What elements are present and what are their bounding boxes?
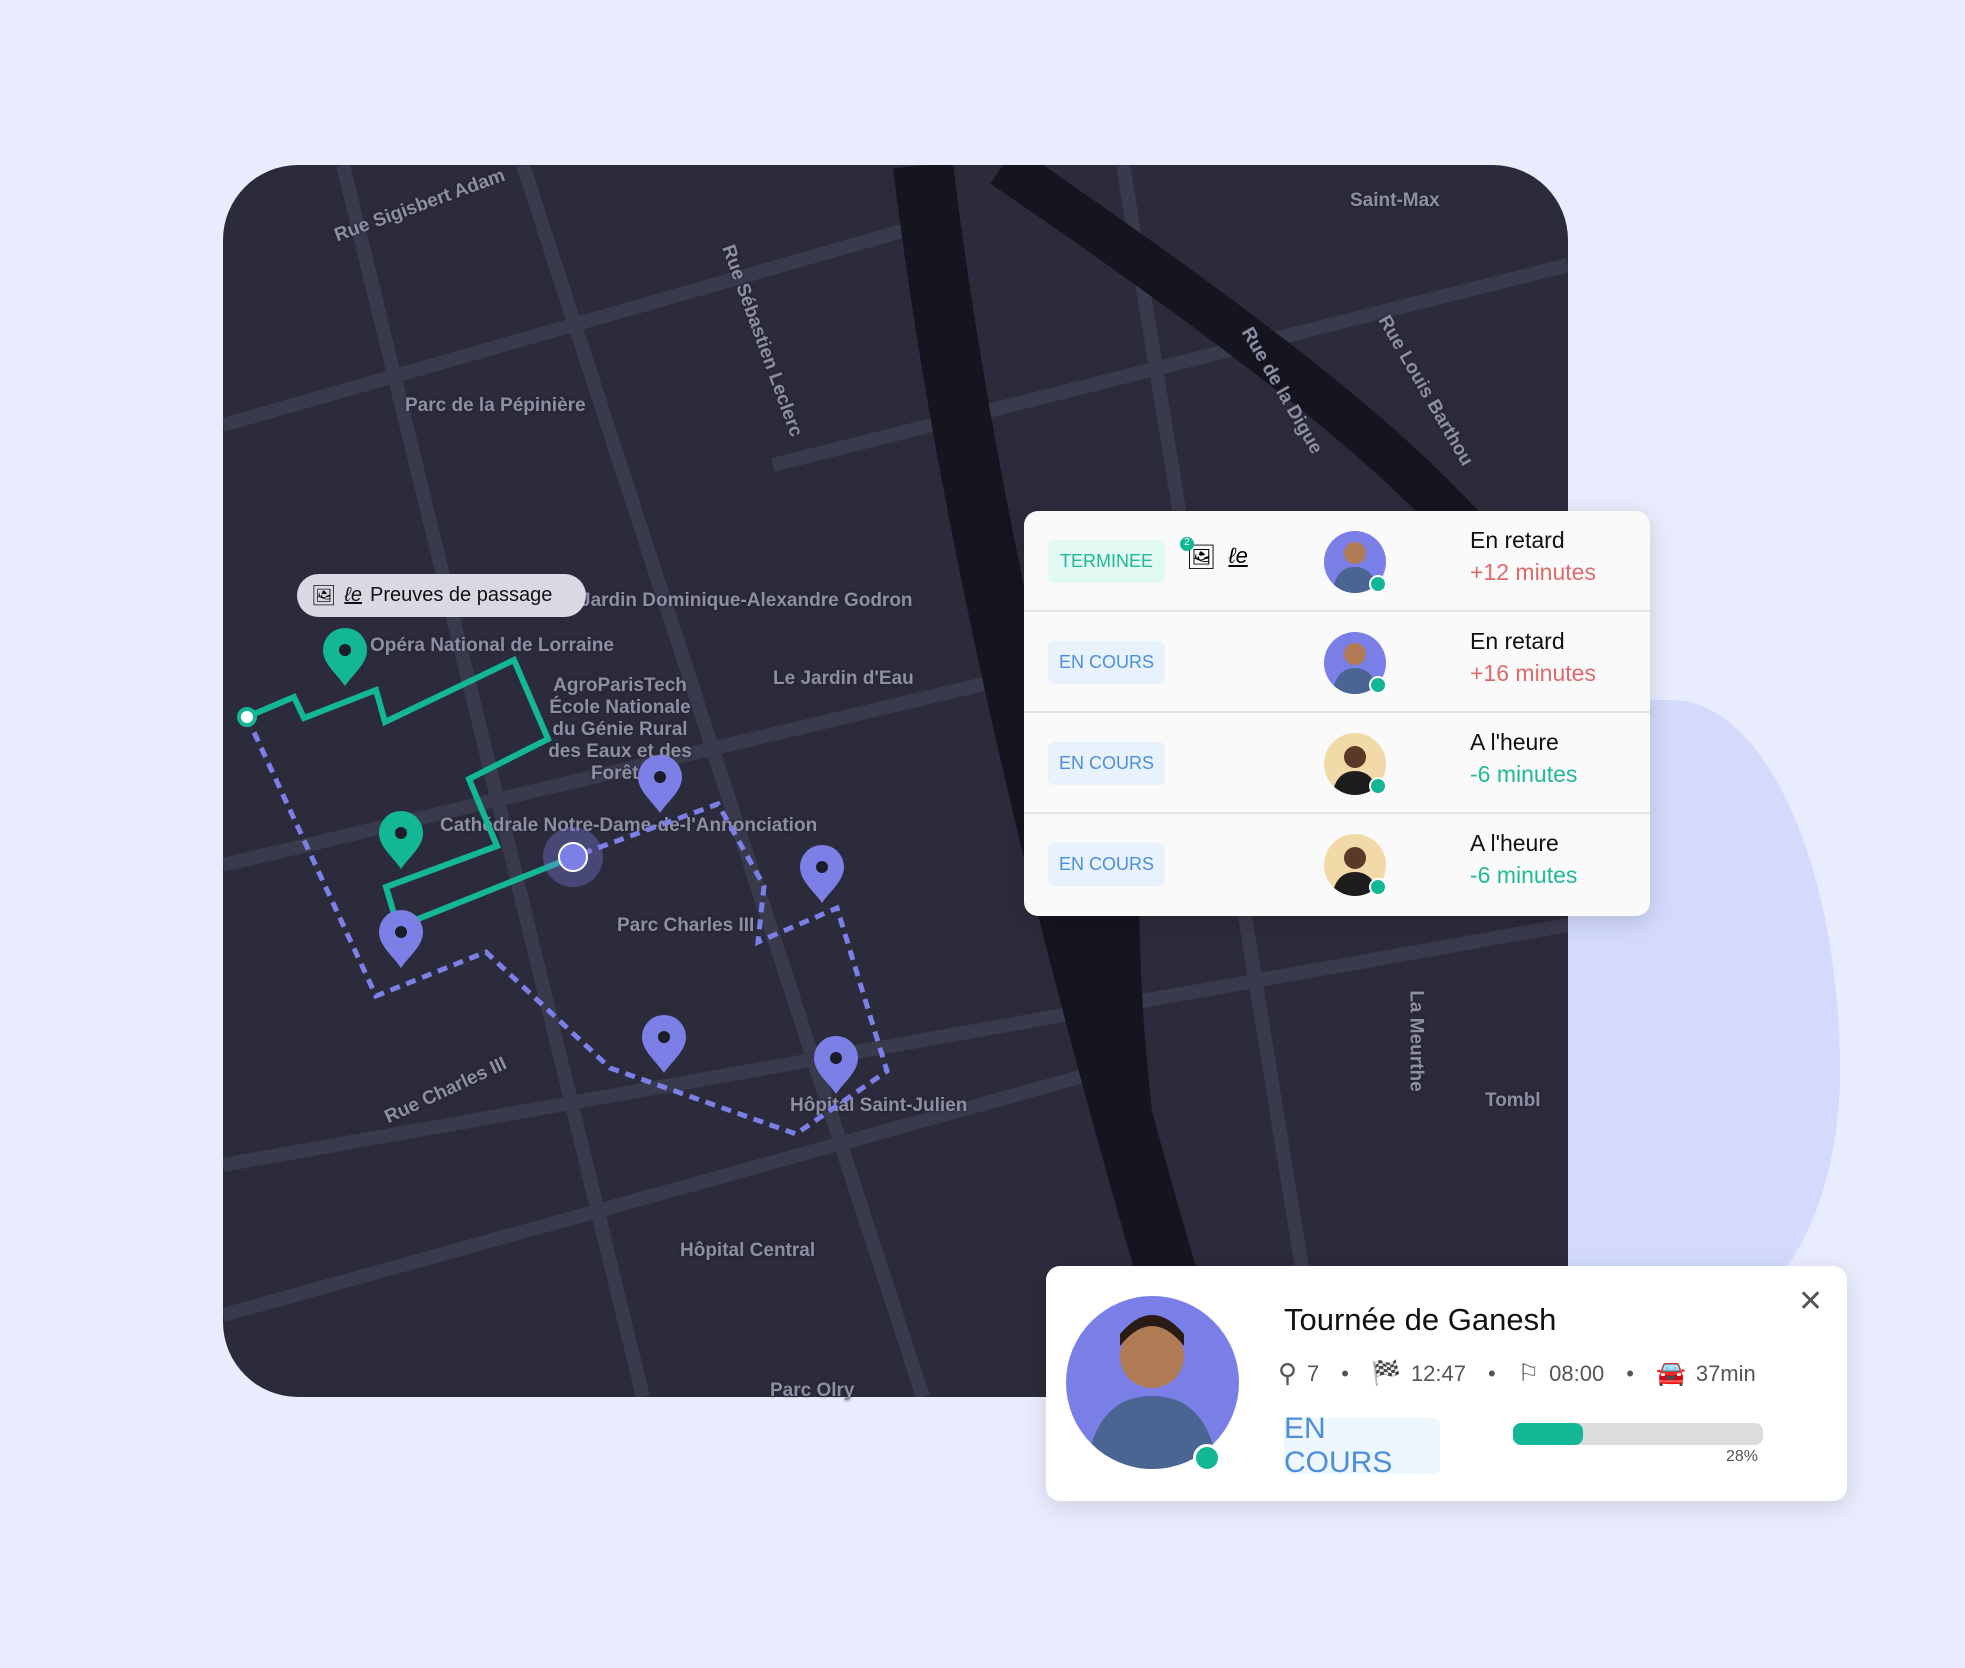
stop-pin-icon[interactable] <box>800 845 844 903</box>
map-streets <box>223 165 1568 1397</box>
driver-avatar <box>1324 632 1386 694</box>
punctuality-status: A l'heure <box>1470 729 1559 755</box>
punctuality-status: En retard <box>1470 628 1565 654</box>
photo-icon: 🖼 2 <box>1180 537 1216 572</box>
photo-icon: 🖼 <box>311 585 337 607</box>
photo-count-badge: 2 <box>1180 537 1194 551</box>
status-badge: EN COURS <box>1048 641 1165 684</box>
start-time: 08:00 <box>1549 1360 1605 1386</box>
route-start <box>237 707 257 727</box>
progress-fill <box>1513 1423 1583 1445</box>
map-label: Hôpital Central <box>680 1240 816 1261</box>
completed-route <box>245 655 575 932</box>
delay-value: -6 minutes <box>1470 862 1578 888</box>
status-badge: EN COURS <box>1048 843 1165 886</box>
stop-pin-icon[interactable] <box>322 627 367 686</box>
tour-status-badge: EN COURS <box>1284 1412 1440 1479</box>
stop-count: 7 <box>1307 1360 1320 1386</box>
stop-row[interactable]: EN COURS En retard +16 minutes <box>1024 612 1650 713</box>
online-indicator <box>1193 1444 1221 1472</box>
delay-value: +16 minutes <box>1470 660 1596 686</box>
stop-row[interactable]: TERMINEE 🖼 2 ℓe En retard +12 minutes <box>1024 511 1650 612</box>
map-label: Le Jardin d'Eau <box>773 668 914 689</box>
pin-icon: ⚲ <box>1278 1358 1298 1388</box>
stops-panel: TERMINEE 🖼 2 ℓe En retard +12 minutes EN COU… <box>1024 511 1650 916</box>
driver-avatar <box>1066 1296 1239 1469</box>
tour-title: Tournée de Ganesh <box>1284 1302 1557 1337</box>
progress-label: 28% <box>1726 1448 1759 1465</box>
planned-route <box>244 715 890 1137</box>
stop-pin-icon[interactable] <box>379 811 423 869</box>
driver-dot <box>558 842 588 872</box>
map-label: Jardin Dominique-Alexandre Godron <box>580 590 913 611</box>
close-icon[interactable]: ✕ <box>1798 1285 1824 1318</box>
duration: 37min <box>1695 1360 1756 1386</box>
delay-value: +12 minutes <box>1470 559 1596 585</box>
map-label: Parc Olry <box>770 1380 855 1401</box>
checkered-flag-icon: 🏁 <box>1371 1360 1401 1387</box>
tour-card: Tournée de Ganesh ⚲ 7 • 🏁 12:47 • ⚐ 08:00 •… <box>1046 1266 1847 1501</box>
end-time: 12:47 <box>1410 1360 1466 1386</box>
online-indicator <box>1369 878 1387 896</box>
proof-of-passage-pill[interactable]: 🖼 ℓe Preuves de passage <box>297 574 586 617</box>
proof-label: Preuves de passage <box>369 584 553 606</box>
map-label: AgroParisTech École Nationale du Génie R… <box>548 675 692 784</box>
stop-pin-icon[interactable] <box>638 755 682 813</box>
online-indicator <box>1369 777 1387 795</box>
stop-pin-icon[interactable] <box>379 910 423 968</box>
map-label: Saint-Max <box>1350 190 1440 211</box>
map-label: Cathédrale Notre-Dame-de-l'Annonciation <box>440 815 818 836</box>
map-label: Parc de la Pépinière <box>405 395 586 416</box>
progress-bar <box>1513 1423 1763 1445</box>
signature-icon: ℓe <box>1228 543 1248 568</box>
flag-icon: ⚐ <box>1517 1360 1540 1387</box>
delay-value: -6 minutes <box>1470 761 1578 787</box>
map-label: Opéra National de Lorraine <box>370 635 614 656</box>
tour-meta: ⚲ 7 • 🏁 12:47 • ⚐ 08:00 • 🚘 37min <box>1278 1358 1756 1388</box>
stop-row[interactable]: EN COURS A l'heure -6 minutes <box>1024 713 1650 814</box>
car-icon: 🚘 <box>1655 1360 1686 1387</box>
map-label: Tombl <box>1485 1090 1541 1111</box>
status-badge: TERMINEE <box>1048 540 1165 583</box>
stop-row[interactable]: EN COURS A l'heure -6 minutes <box>1024 814 1650 915</box>
punctuality-status: A l'heure <box>1470 830 1559 856</box>
signature-icon: ℓe <box>344 584 362 606</box>
map-label: Hôpital Saint-Julien <box>790 1095 968 1116</box>
stop-pin-icon[interactable] <box>642 1015 686 1073</box>
punctuality-status: En retard <box>1470 527 1565 553</box>
stop-pin-icon[interactable] <box>814 1036 858 1094</box>
proof-icons[interactable]: 🖼 2 ℓe <box>1180 537 1248 572</box>
online-indicator <box>1369 575 1387 593</box>
map-label: Parc Charles III <box>617 915 755 936</box>
online-indicator <box>1369 676 1387 694</box>
status-badge: EN COURS <box>1048 742 1165 785</box>
